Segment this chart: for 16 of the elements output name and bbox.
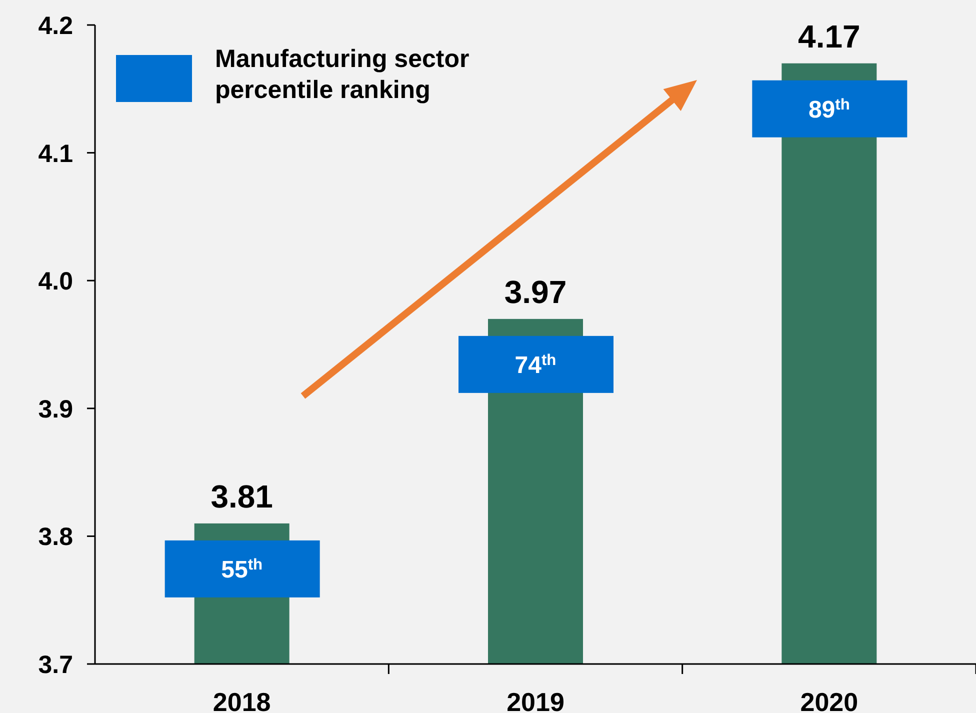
y-tick-label: 4.1	[38, 140, 74, 168]
x-tick-label: 2019	[506, 687, 564, 713]
data-label: 4.17	[798, 18, 860, 54]
y-tick-label: 4.0	[38, 268, 73, 296]
data-label: 3.81	[210, 478, 273, 514]
x-tick-label: 2020	[800, 687, 858, 713]
annotation: Manufacturing sector percentile ranking	[215, 45, 470, 104]
y-tick-label: 3.7	[38, 651, 73, 679]
x-tick-label: 2018	[212, 687, 271, 713]
y-tick-label: 4.2	[38, 12, 73, 40]
annotation: 74$^{th}$	[514, 351, 556, 379]
y-tick-label: 3.8	[38, 523, 74, 552]
annotation: 89$^{th}$	[808, 96, 850, 124]
data-label: 3.97	[504, 274, 567, 310]
annotation: 55$^{th}$	[221, 556, 263, 584]
y-tick-label: 3.9	[38, 395, 73, 424]
